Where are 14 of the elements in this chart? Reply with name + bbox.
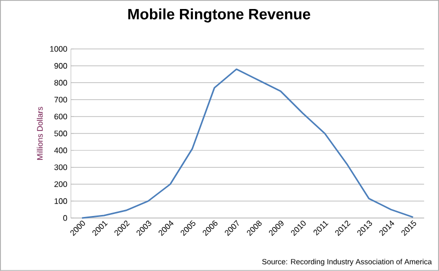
y-tick-label: 500 xyxy=(54,130,68,136)
y-tick-label: 200 xyxy=(54,181,68,188)
y-tick-label: 800 xyxy=(54,80,68,86)
y-tick-label: 100 xyxy=(54,198,68,204)
y-tick-label: 0 xyxy=(63,215,68,221)
y-axis-title: Millions Dollars xyxy=(36,106,43,160)
y-tick-label: 600 xyxy=(54,114,68,120)
y-tick-label: 900 xyxy=(54,63,68,69)
chart-title: Mobile Ringtone Revenue xyxy=(128,8,310,23)
y-tick-label: 400 xyxy=(54,148,68,154)
y-tick-label: 300 xyxy=(54,164,68,170)
line-series xyxy=(81,68,414,219)
y-tick-label: 1000 xyxy=(50,46,68,52)
y-tick-label: 700 xyxy=(54,96,68,103)
